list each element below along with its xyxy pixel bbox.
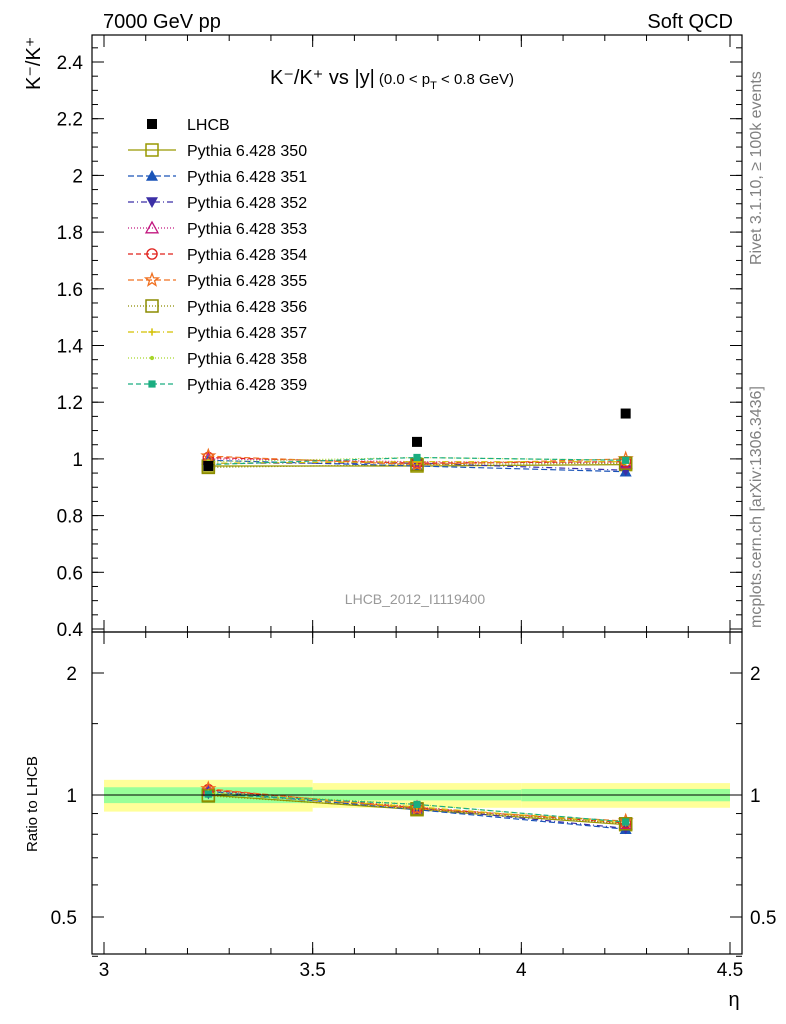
title-cut-sub: T — [430, 80, 437, 92]
legend-label: Pythia 6.428 354 — [187, 247, 307, 264]
ratio-tick-label: 1 — [66, 786, 77, 807]
legend-entry: Pythia 6.428 354 — [128, 247, 307, 264]
series-358-line — [208, 456, 626, 463]
ratio-frame — [91, 631, 743, 955]
legend-entry: Pythia 6.428 353 — [128, 220, 307, 238]
y-tick-label: 1 — [72, 450, 83, 471]
lhcb-data-point — [412, 436, 422, 447]
series-356-line — [208, 462, 626, 468]
ratio-tick-label: 2 — [66, 664, 77, 685]
legend-marker — [146, 170, 158, 181]
svg-text:K⁻/K⁺ vs |y|(0.0 < pT < 0.8 Ge: K⁻/K⁺ vs |y| (0.0 < pT < 0.8 GeV) — [270, 67, 514, 92]
x-tick-label: 4 — [516, 960, 527, 981]
analysis-watermark: LHCB_2012_I1119400 — [345, 591, 486, 607]
legend-label: Pythia 6.428 359 — [187, 377, 307, 394]
legend-marker — [147, 119, 157, 129]
y-tick-label: 0.6 — [57, 563, 83, 584]
legend-marker — [146, 197, 158, 208]
legend-marker — [148, 380, 156, 388]
series-356-ratio-point — [618, 817, 633, 831]
y-tick-label: 1.8 — [57, 223, 83, 244]
ratio-lines — [200, 780, 634, 835]
series-355-point — [408, 456, 426, 472]
ratio-tick-label-right: 2 — [750, 664, 761, 685]
legend-marker — [143, 271, 161, 287]
legend-entry: Pythia 6.428 350 — [128, 143, 307, 160]
legend-marker — [146, 248, 158, 260]
header-right: Soft QCD — [647, 11, 733, 33]
title-cut-end: < 0.8 GeV) — [437, 71, 514, 88]
axis-ticks: 3 3.5 4 4.5 0.4 0.6 0.8 1 1.2 1.4 1.6 1.8 2 2.2 2.4 0.5… — [51, 35, 776, 981]
series-359-ratio-point — [204, 790, 212, 798]
mcplots-label: mcplots.cern.ch [arXiv:1306.3436] — [748, 386, 765, 628]
y-tick-label: 2.2 — [57, 110, 83, 131]
legend-label: Pythia 6.428 350 — [187, 143, 307, 160]
legend-entry: LHCB — [147, 117, 230, 134]
series-359-ratio-point — [413, 800, 421, 808]
legend-label: Pythia 6.428 358 — [187, 351, 307, 368]
series-355-point — [200, 447, 217, 463]
legend-label: LHCB — [187, 117, 230, 134]
legend-marker — [145, 299, 159, 313]
legend-label: Pythia 6.428 352 — [187, 195, 307, 212]
plot-title: K⁻/K⁺ vs |y| (0.0 < pT < 0.8 GeV) — [270, 67, 514, 92]
y-axis-label: K⁻/K⁺ — [23, 37, 45, 90]
series-359-point — [622, 456, 630, 464]
y-tick-label: 2 — [72, 166, 83, 187]
ratio-tick-label-right: 1 — [750, 786, 761, 807]
ratio-tick-label: 0.5 — [51, 908, 77, 929]
title-main: K⁻/K⁺ vs |y| — [270, 67, 375, 89]
legend-entry: Pythia 6.428 357 — [128, 325, 307, 342]
ratio-axis-label: Ratio to LHCB — [24, 756, 41, 852]
legend-marker — [145, 143, 159, 157]
x-axis-label: η — [728, 989, 739, 1011]
legend-entry: Pythia 6.428 351 — [128, 169, 307, 186]
y-tick-label: 2.4 — [57, 53, 84, 74]
y-tick-label: 0.8 — [57, 507, 83, 528]
legend-entry: Pythia 6.428 355 — [128, 271, 307, 290]
legend-label: Pythia 6.428 357 — [187, 325, 307, 342]
series-356-ratio-line — [208, 795, 626, 825]
ratio-tick-label-right: 0.5 — [750, 908, 776, 929]
title-cut: (0.0 < p — [379, 71, 430, 88]
legend-entry: Pythia 6.428 358 — [128, 351, 307, 368]
data-points — [203, 408, 631, 471]
lhcb-data-point — [203, 460, 214, 471]
y-tick-label: 1.6 — [57, 280, 83, 301]
y-tick-label: 1.4 — [57, 337, 84, 358]
x-tick-label: 3.5 — [299, 960, 325, 981]
legend: LHCB Pythia 6.428 350 Pythia 6.428 351 Pyth… — [128, 117, 307, 394]
x-tick-label: 3 — [99, 960, 110, 981]
lhcb-data-point — [620, 408, 631, 419]
legend-marker — [148, 328, 156, 336]
legend-entry: Pythia 6.428 359 — [128, 377, 307, 394]
legend-entry: Pythia 6.428 356 — [128, 299, 307, 316]
y-tick-label: 1.2 — [57, 393, 83, 414]
legend-marker — [149, 355, 155, 361]
main-lines — [200, 447, 634, 477]
legend-label: Pythia 6.428 353 — [187, 221, 307, 238]
legend-marker — [144, 220, 160, 234]
legend-label: Pythia 6.428 356 — [187, 299, 307, 316]
y-tick-label: 0.4 — [57, 620, 84, 641]
series-359-point — [413, 453, 421, 462]
rivet-label: Rivet 3.1.10, ≥ 100k events — [748, 71, 765, 265]
legend-label: Pythia 6.428 355 — [187, 273, 307, 290]
header-left: 7000 GeV pp — [103, 11, 221, 33]
legend-entry: Pythia 6.428 352 — [128, 195, 307, 212]
legend-label: Pythia 6.428 351 — [187, 169, 307, 186]
series-359-ratio-point — [622, 818, 630, 826]
x-tick-label: 4.5 — [717, 960, 743, 981]
